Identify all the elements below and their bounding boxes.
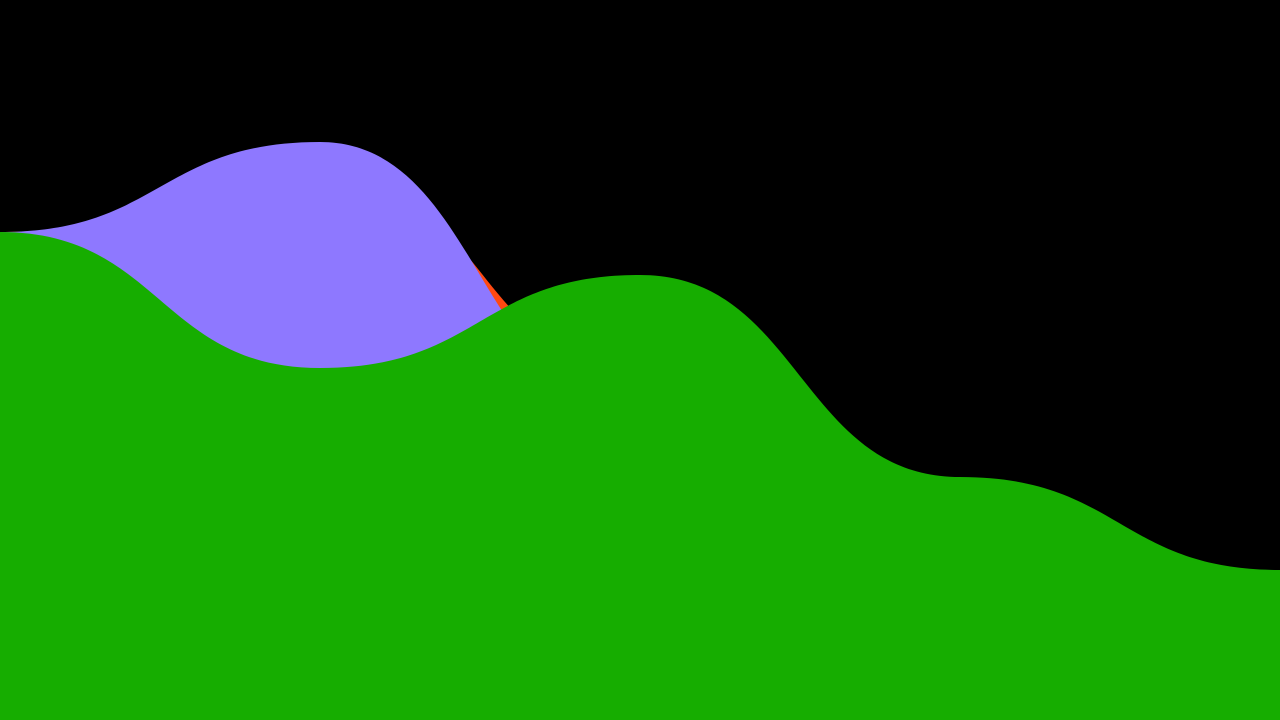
series-layer xyxy=(0,142,1280,720)
area-series-3 xyxy=(0,232,1280,720)
